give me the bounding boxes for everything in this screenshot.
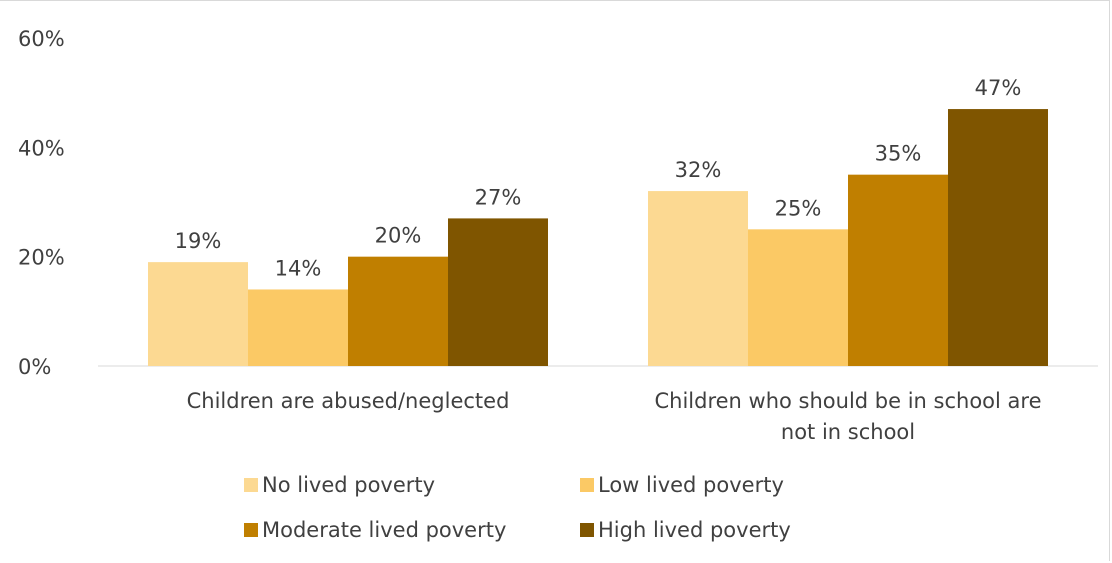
- legend-swatch: [580, 478, 594, 492]
- data-label: 20%: [375, 224, 422, 248]
- bar: [448, 218, 548, 366]
- y-tick-label: 20%: [18, 246, 65, 270]
- data-label: 19%: [175, 229, 222, 253]
- legend-label: Low lived poverty: [598, 473, 784, 497]
- category-label: not in school: [781, 420, 915, 444]
- legend-swatch: [580, 523, 594, 537]
- data-label: 27%: [475, 185, 522, 209]
- bar: [748, 229, 848, 366]
- legend-swatch: [244, 478, 258, 492]
- bar: [648, 191, 748, 366]
- data-label: 25%: [775, 196, 822, 220]
- legend-swatch: [244, 523, 258, 537]
- bar: [348, 256, 448, 366]
- bar: [948, 109, 1048, 367]
- legend-label: High lived poverty: [598, 518, 791, 542]
- legend-label: No lived poverty: [262, 473, 435, 497]
- category-label: Children are abused/neglected: [187, 389, 510, 413]
- data-label: 47%: [975, 76, 1022, 100]
- data-label: 14%: [275, 256, 322, 280]
- bar: [148, 262, 248, 366]
- y-tick-label: 40%: [18, 136, 65, 160]
- bar: [848, 174, 948, 366]
- legend-label: Moderate lived poverty: [262, 518, 506, 542]
- bar: [248, 289, 348, 366]
- y-tick-label: 60%: [18, 27, 65, 51]
- y-tick-label: 0%: [18, 355, 51, 379]
- category-label: Children who should be in school are: [654, 389, 1041, 413]
- data-label: 32%: [675, 158, 722, 182]
- data-label: 35%: [875, 142, 922, 166]
